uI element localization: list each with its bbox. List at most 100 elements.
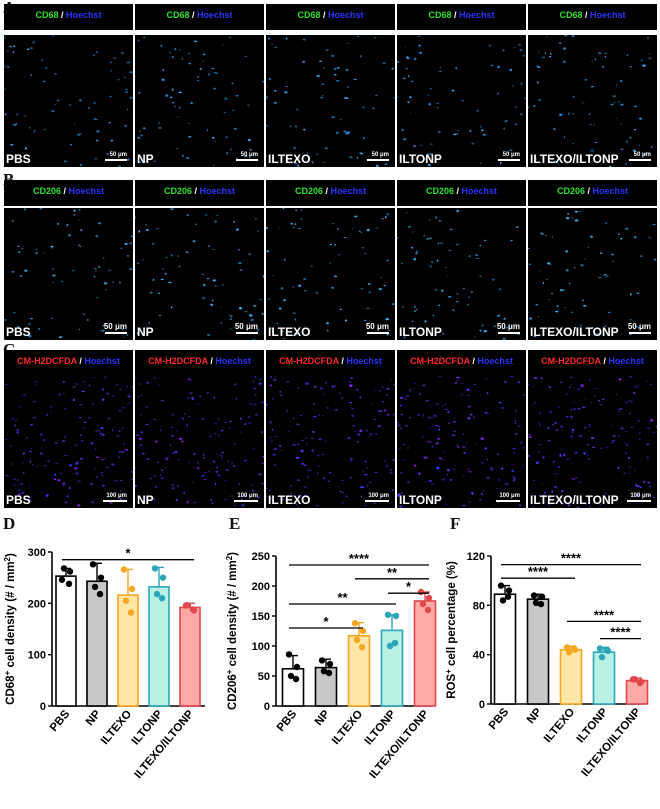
- stain-header: CD206 / Hoechst: [135, 180, 264, 206]
- stain-nuclear: Hoechst: [199, 186, 236, 196]
- scale-bar: [236, 332, 258, 334]
- scale-bar: [103, 500, 127, 502]
- y-axis-label: CD68+ cell density (# / mm2): [3, 553, 18, 705]
- x-tick-label: NP: [313, 708, 333, 728]
- x-tick-label: ILTEXO/ILTONP: [367, 708, 431, 781]
- data-point: [58, 576, 66, 583]
- y-axis-label-part: cell density (# / mm: [227, 560, 239, 669]
- y-axis-label-part: ): [5, 553, 17, 557]
- stain-marker: CM-H2DCFDA: [279, 356, 339, 366]
- data-point: [285, 651, 293, 658]
- condition-label: PBS: [6, 152, 31, 166]
- scale-bar: [629, 332, 651, 334]
- chart-e: 0 50 100 150 200 250 CD206+ cell density (# / …: [225, 551, 437, 781]
- scale-bar: [105, 159, 127, 161]
- stain-marker: CD68: [297, 10, 321, 20]
- stain-label: CD68 / Hoechst: [135, 10, 264, 20]
- data-point: [505, 587, 513, 594]
- y-axis-label-part: cell percentage (%): [446, 561, 458, 669]
- scale-bar-label: 50 μm: [109, 152, 127, 158]
- x-tick-label: NP: [84, 708, 104, 728]
- stain-label: CD68 / Hoechst: [266, 10, 395, 20]
- y-tick-label: 80: [473, 600, 485, 612]
- condition-label: NP: [137, 152, 154, 166]
- y-axis-label-part: ROS: [446, 674, 458, 699]
- data-point: [417, 588, 425, 596]
- data-point: [122, 597, 130, 604]
- y-tick-label: 0: [40, 701, 46, 713]
- stain-label: CM-H2DCFDA / Hoechst: [135, 356, 264, 366]
- significance-label: *: [406, 579, 412, 594]
- micrograph-b-1: PBS 50 μm: [4, 208, 133, 340]
- data-point: [66, 568, 74, 575]
- data-point: [504, 593, 512, 600]
- scale-bar: [234, 500, 258, 502]
- condition-label: ILTEXO: [268, 152, 311, 166]
- stain-separator: /: [320, 10, 328, 20]
- stain-marker: CD206: [425, 186, 454, 196]
- scale-bar-label: 50 μm: [234, 322, 258, 331]
- data-point: [91, 583, 99, 591]
- stain-separator: /: [338, 356, 347, 366]
- stain-nuclear: Hoechst: [84, 356, 120, 366]
- data-point: [537, 600, 545, 608]
- data-point: [89, 561, 97, 568]
- y-axis-label-part: cell density (# / mm: [5, 561, 17, 670]
- condition-label: ILTONP: [399, 152, 442, 166]
- scale-bar-label: 50 μm: [627, 322, 651, 331]
- data-point: [151, 565, 159, 572]
- data-point: [320, 668, 328, 675]
- scale-bar: [105, 332, 127, 334]
- stain-header: CD68 / Hoechst: [4, 4, 133, 30]
- data-point: [97, 574, 105, 581]
- bar: [413, 600, 437, 707]
- x-tick-label: NP: [525, 706, 545, 726]
- stain-separator: /: [453, 186, 462, 196]
- stain-header: CD206 / Hoechst: [266, 180, 395, 206]
- scale-bar: [367, 159, 389, 161]
- stain-separator: /: [582, 10, 590, 20]
- stain-header: CM-H2DCFDA / Hoechst: [135, 350, 264, 376]
- data-point: [293, 663, 301, 671]
- micrograph-b-5: ILTEXO/ILTONP 50 μm: [528, 208, 657, 340]
- x-tick-label: ILTEXO: [330, 708, 365, 747]
- data-point: [636, 679, 644, 687]
- bar: [179, 606, 201, 707]
- y-tick-label: 0: [479, 699, 485, 711]
- x-tick-label: ILTEXO/ILTONP: [132, 708, 196, 781]
- micrograph-b-4: ILTONP 50 μm: [397, 208, 526, 340]
- data-point: [565, 649, 573, 656]
- significance-label: **: [387, 565, 398, 580]
- y-tick-label: 0: [264, 701, 270, 713]
- y-tick-label: 200: [28, 598, 46, 610]
- x-tick-label: PBS: [275, 708, 300, 734]
- scale-bar-label: 100 μm: [106, 493, 127, 499]
- stain-label: CD68 / Hoechst: [528, 10, 657, 20]
- y-tick-label: 40: [473, 650, 485, 662]
- scale-bar: [627, 500, 651, 502]
- stain-nuclear: Hoechst: [461, 186, 498, 196]
- data-point: [424, 606, 432, 614]
- y-axis-label-part: CD206: [227, 674, 239, 710]
- bar: [148, 586, 170, 707]
- stain-marker: CD206: [294, 186, 323, 196]
- stain-header: CM-H2DCFDA / Hoechst: [397, 350, 526, 376]
- data-point: [392, 612, 400, 620]
- y-tick-label: 150: [252, 611, 270, 623]
- significance-label: *: [323, 614, 329, 629]
- micrograph-a-1: PBS 50 μm: [4, 35, 133, 167]
- stain-header: CD68 / Hoechst: [528, 4, 657, 30]
- y-axis-label: ROS+ cell percentage (%): [444, 561, 459, 699]
- scale-bar-label: 100 μm: [237, 493, 258, 499]
- stain-nuclear: Hoechst: [66, 10, 102, 20]
- scale-bar-label: 50 μm: [365, 322, 389, 331]
- stain-nuclear: Hoechst: [197, 10, 233, 20]
- condition-label: ILTEXO: [268, 325, 311, 339]
- scale-bar: [365, 500, 389, 502]
- scale-bar: [236, 159, 258, 161]
- significance-label: *: [125, 546, 131, 561]
- significance-label: ****: [528, 564, 549, 579]
- data-point: [359, 627, 367, 635]
- bar: [380, 629, 404, 707]
